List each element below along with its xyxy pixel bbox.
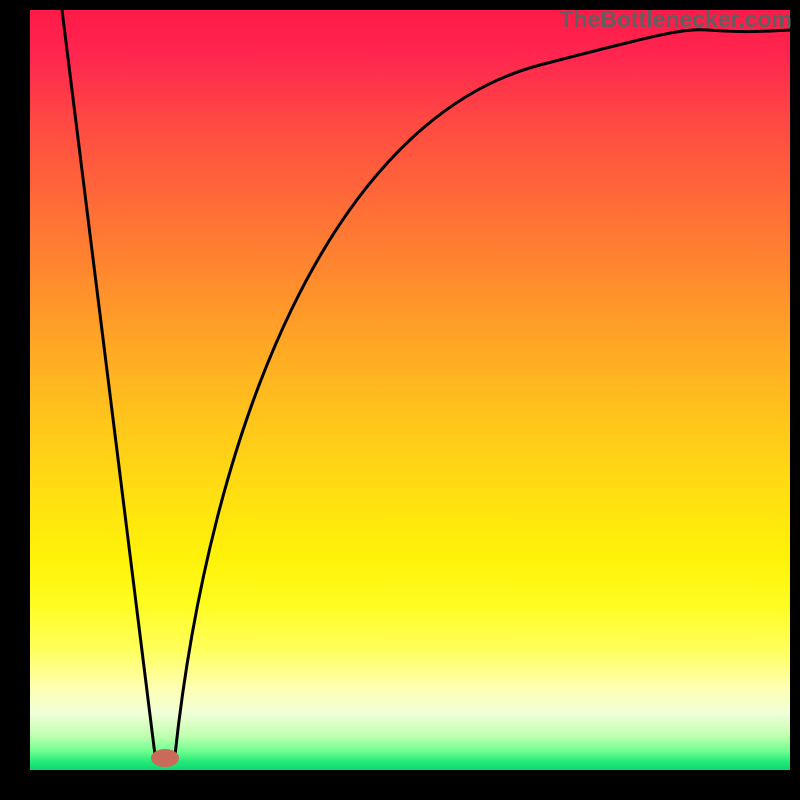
chart-svg <box>0 0 800 800</box>
watermark-text: TheBottlenecker.com <box>559 6 792 33</box>
optimum-marker <box>151 749 179 767</box>
bottleneck-chart: TheBottlenecker.com <box>0 0 800 800</box>
